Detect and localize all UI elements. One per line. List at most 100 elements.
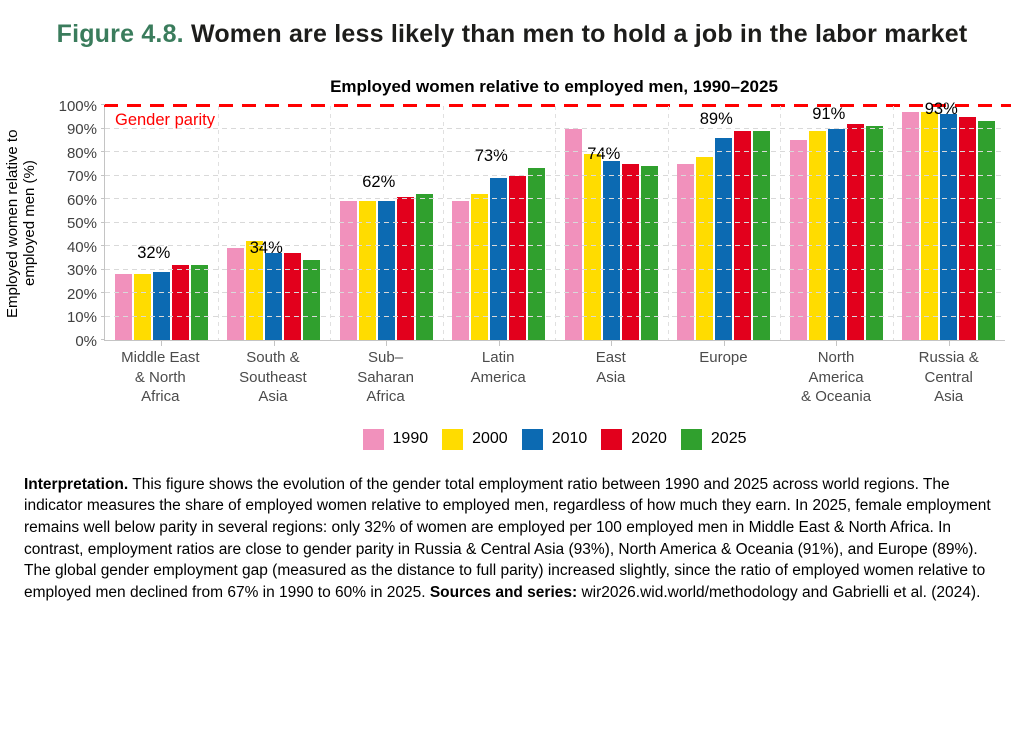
- y-tick-label: 60%: [66, 191, 97, 209]
- bar-2010: [490, 177, 508, 340]
- legend: 1990 2000 2010 2020 2025: [104, 428, 1005, 450]
- bar-2020: [734, 130, 752, 340]
- bar-2010: [715, 137, 733, 340]
- y-tick-label: 10%: [66, 309, 97, 326]
- figure-number: Figure 4.8.: [56, 20, 184, 48]
- legend-swatch: [601, 428, 623, 450]
- bar-value-label: 89%: [699, 109, 733, 128]
- bar-2025: [303, 260, 321, 340]
- legend-swatch: [362, 428, 384, 450]
- bar-2000: [133, 274, 151, 340]
- x-axis-label: East Asia: [595, 349, 626, 386]
- legend-item: 1990: [362, 428, 429, 450]
- x-axis-label: Russia & Central Asia: [918, 349, 979, 405]
- y-tick-mark: [101, 174, 105, 176]
- bar-1990: [902, 112, 920, 340]
- legend-item: 2010: [521, 428, 588, 450]
- y-tick-label: 50%: [66, 215, 97, 232]
- legend-label: 2025: [710, 430, 747, 447]
- sources-label: Sources and series:: [429, 583, 578, 601]
- bar-2025: [978, 121, 996, 340]
- bar-2025: [415, 194, 433, 340]
- y-tick-label: 70%: [66, 168, 97, 185]
- legend-item: 2020: [601, 428, 667, 450]
- figure-page: Figure 4.8. Women are less likely than m…: [0, 18, 1024, 601]
- vertical-gridline: [217, 106, 219, 340]
- x-tick-mark: [161, 341, 163, 346]
- bar-value-label: 32%: [137, 243, 171, 262]
- bar-1990: [114, 274, 132, 340]
- bar-2020: [171, 264, 189, 340]
- y-tick-mark: [101, 339, 105, 340]
- bar-group: 34%: [218, 106, 331, 340]
- y-tick-label: 40%: [66, 238, 97, 256]
- bar-group: 73%: [443, 106, 556, 340]
- x-tick-mark: [723, 341, 725, 346]
- bar-1990: [339, 201, 357, 340]
- bar-2010: [265, 253, 283, 340]
- x-tick-mark: [836, 341, 838, 346]
- bar-2010: [152, 271, 170, 340]
- vertical-gridline: [555, 106, 556, 340]
- bar-2000: [808, 130, 826, 340]
- legend-swatch: [442, 428, 464, 450]
- y-axis-title: Employed women relative to employed men …: [3, 129, 38, 318]
- x-tick-mark: [273, 341, 275, 346]
- y-tick-label: 0%: [75, 332, 97, 350]
- bar-2020: [621, 163, 639, 340]
- bar-2010: [940, 114, 958, 340]
- bar-2020: [396, 196, 414, 340]
- y-tick-mark: [101, 292, 105, 293]
- legend-item: 2025: [680, 428, 747, 450]
- y-tick-mark: [101, 245, 105, 246]
- legend-label: 2000: [472, 430, 508, 447]
- bar-value-label: 91%: [812, 105, 846, 124]
- gender-parity-line: [104, 104, 1011, 107]
- bar-value-label: 93%: [924, 100, 958, 119]
- bar-2000: [583, 154, 601, 340]
- bar-2025: [865, 126, 883, 340]
- bar-2000: [921, 112, 939, 340]
- vertical-gridline: [780, 106, 781, 340]
- bar-value-label: 74%: [587, 145, 621, 164]
- bar-2010: [602, 161, 620, 340]
- y-tick-mark: [101, 198, 105, 199]
- y-tick-label: 80%: [66, 144, 97, 162]
- y-tick-mark: [101, 268, 105, 270]
- x-tick-mark: [386, 341, 388, 346]
- bar-group: 89%: [668, 106, 781, 340]
- x-axis-label: Latin America: [470, 349, 526, 386]
- legend-swatch: [521, 428, 543, 450]
- bar-group: 93%: [893, 100, 1006, 340]
- bar-2025: [528, 168, 546, 340]
- bar-1990: [452, 201, 470, 340]
- interpretation-lead: Interpretation.: [24, 475, 129, 493]
- bar-2010: [377, 201, 395, 340]
- x-axis-label: South & Southeast Asia: [239, 349, 307, 405]
- vertical-gridline: [892, 106, 894, 340]
- bar-2000: [696, 156, 714, 340]
- legend-label: 1990: [392, 430, 429, 447]
- legend-label: 2020: [631, 430, 667, 447]
- bar-group: 74%: [555, 106, 668, 340]
- bar-value-label: 62%: [362, 173, 396, 192]
- chart: Employed women relative to employed men,…: [0, 77, 1024, 450]
- bar-2010: [827, 128, 845, 340]
- legend-swatch: [680, 428, 702, 450]
- x-tick-mark: [611, 341, 613, 346]
- bar-1990: [677, 163, 695, 340]
- bar-group: 91%: [780, 105, 893, 340]
- bar-groups: 32% 34% 62% 73% 74% 89% 91% 93%: [105, 100, 1006, 340]
- bar-2000: [246, 241, 264, 340]
- y-tick-label: 90%: [66, 121, 97, 138]
- vertical-gridline: [330, 106, 331, 340]
- chart-title: Employed women relative to employed men,…: [330, 77, 778, 96]
- bar-2020: [959, 116, 977, 340]
- vertical-gridline: [667, 106, 669, 340]
- x-axis-label: North America & Oceania: [801, 349, 872, 405]
- bar-2025: [753, 130, 771, 340]
- plot-area: Gender parity 32% 34% 62% 73% 74% 89% 91% 93%: [101, 100, 1011, 346]
- figure-title: Figure 4.8. Women are less likely than m…: [37, 18, 987, 51]
- legend-label: 2010: [551, 430, 588, 447]
- bar-group: 62%: [330, 106, 443, 340]
